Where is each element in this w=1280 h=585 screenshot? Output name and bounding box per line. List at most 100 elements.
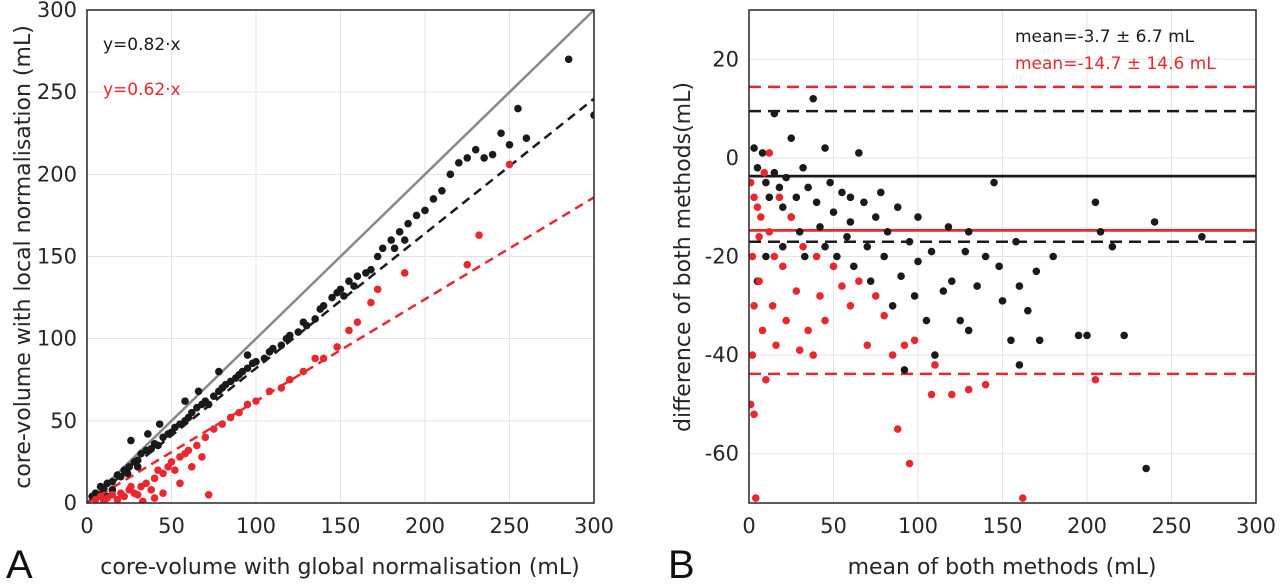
panel-b-black-point	[860, 198, 868, 207]
panel-b-black-point	[782, 173, 790, 182]
panel-b-black-point	[931, 351, 939, 359]
panel-a-black-point	[336, 285, 345, 294]
panel-a-x-tick-label: 50	[158, 514, 185, 538]
panel-b-black-point	[914, 257, 922, 266]
panel-a-red-point	[113, 495, 122, 503]
panel-b-red-point	[765, 149, 774, 157]
panel-b-black-point	[939, 287, 948, 295]
panel-a-y-tick-label: 50	[50, 409, 77, 433]
panel-a-black-point	[194, 387, 203, 396]
panel-b-black-point	[1096, 228, 1105, 236]
panel-a-y-tick-labels: 0 50 100 150 200 250 300	[37, 0, 77, 515]
panel-a-red-point	[187, 463, 196, 471]
panel-b-red-point	[799, 242, 807, 251]
panel-a-black-point	[125, 463, 134, 471]
panel-b-red-point	[762, 375, 770, 384]
panel-a-black-point	[311, 315, 319, 323]
panel-a-black-point	[438, 186, 446, 195]
panel-a-black-point	[204, 400, 213, 409]
panel-b-red-point	[750, 193, 758, 202]
panel-b-red-point	[749, 400, 755, 409]
panel-a-y-tick-label: 200	[37, 162, 77, 186]
panel-b-red-point	[775, 193, 784, 202]
panel-b-black-point	[809, 94, 818, 103]
panel-a-black-point	[252, 357, 260, 366]
panel-a-x-axis-label: core-volume with global normalisation (m…	[100, 555, 579, 580]
panel-b-red-point	[893, 425, 902, 433]
panel-b-red-point	[749, 178, 755, 187]
panel-b-red-point	[755, 232, 763, 241]
panel-b-data-points	[749, 94, 1206, 502]
panel-b-red-point	[927, 390, 936, 399]
panel-a-black-point	[378, 244, 387, 253]
panel-b-black-point	[770, 109, 779, 118]
panel-b-black-point	[855, 149, 863, 157]
panel-a-black-point	[353, 272, 362, 281]
panel-b-red-point	[770, 252, 779, 261]
panel-b-red-point	[816, 292, 824, 300]
panel-b-black-point	[1032, 267, 1041, 276]
panel-b-black-point	[910, 292, 919, 300]
panel-a-x-tick-labels: 0 50 100 150 200 250 300	[80, 514, 614, 538]
panel-a-black-point	[488, 150, 497, 159]
panel-a-black-point	[294, 328, 303, 336]
panel-b-y-tick-label: 20	[712, 47, 739, 71]
panel-b-black-point	[1049, 252, 1057, 261]
panel-a-x-tick-label: 250	[489, 514, 529, 538]
panel-a-black-point	[133, 456, 142, 465]
panel-a-x-tick-label: 100	[236, 514, 276, 538]
panel-b-x-tick-label: 50	[820, 514, 847, 538]
panel-b-black-point	[849, 262, 858, 271]
panel-a-black-point	[133, 463, 142, 471]
panel-a-red-point	[127, 482, 135, 491]
panel-a-red-point	[108, 490, 117, 499]
panel-b-black-point	[838, 188, 846, 197]
panel-b-black-point	[1074, 331, 1083, 340]
panel-a-black-point	[209, 392, 218, 400]
panel-a-red-point	[209, 425, 218, 433]
panel-b-x-tick-labels: 0 50 100 150 200 250 300	[742, 514, 1276, 538]
panel-a-black-point	[260, 354, 269, 363]
panel-b-black-point	[779, 203, 787, 211]
panel-a-black-point	[123, 469, 132, 478]
panel-a-red-point	[226, 413, 235, 422]
panel-b-red-point	[787, 213, 796, 221]
panel-a-red-point	[133, 490, 142, 499]
panel-a-red-point	[475, 231, 483, 239]
panel-b-y-tick-label: -20	[705, 245, 739, 269]
panel-b-black-point	[843, 232, 851, 241]
panel-b-red-point	[829, 262, 838, 271]
panel-b-x-tick-label: 100	[898, 514, 938, 538]
panel-a-x-tick-label: 150	[320, 514, 360, 538]
panel-a-y-tick-label: 0	[64, 491, 77, 515]
panel-a-red-point	[159, 489, 167, 497]
panel-a-red-point	[286, 375, 294, 384]
panel-a-red-point	[176, 479, 184, 488]
panel-b-black-point	[1012, 237, 1020, 246]
panel-a-black-point	[564, 55, 573, 64]
panel-b-black-point	[888, 302, 897, 310]
panel-b-black-point	[1015, 282, 1024, 290]
panel-b-red-point	[871, 292, 880, 300]
panel-b-black-point	[897, 272, 905, 281]
panel-b-red-point	[804, 326, 812, 335]
panel-b-black-point	[905, 237, 914, 246]
panel-b-red-point	[772, 341, 780, 350]
panel-b-black-point	[1142, 464, 1150, 473]
panel-b-black-point	[944, 223, 953, 231]
panel-b-red-point	[753, 203, 762, 211]
panel-a-red-point	[252, 397, 260, 405]
panel-b-black-point	[1015, 361, 1024, 369]
panel-a-black-point	[455, 159, 463, 167]
panel-b-y-axis-label: difference of both methods(mL)	[671, 82, 696, 432]
panel-a-fit-line	[86, 196, 595, 505]
panel-a-y-tick-label: 150	[37, 245, 77, 269]
panel-a-black-point	[181, 397, 189, 405]
panel-b-black-point	[964, 326, 973, 335]
panel-a-black-point	[108, 477, 117, 486]
panel-b-red-point	[863, 341, 872, 350]
panel-a-red-point	[367, 298, 375, 307]
panel-b-black-point	[1035, 336, 1044, 345]
panel-b-red-point	[900, 341, 909, 350]
panel-a-identity-line	[86, 9, 595, 504]
